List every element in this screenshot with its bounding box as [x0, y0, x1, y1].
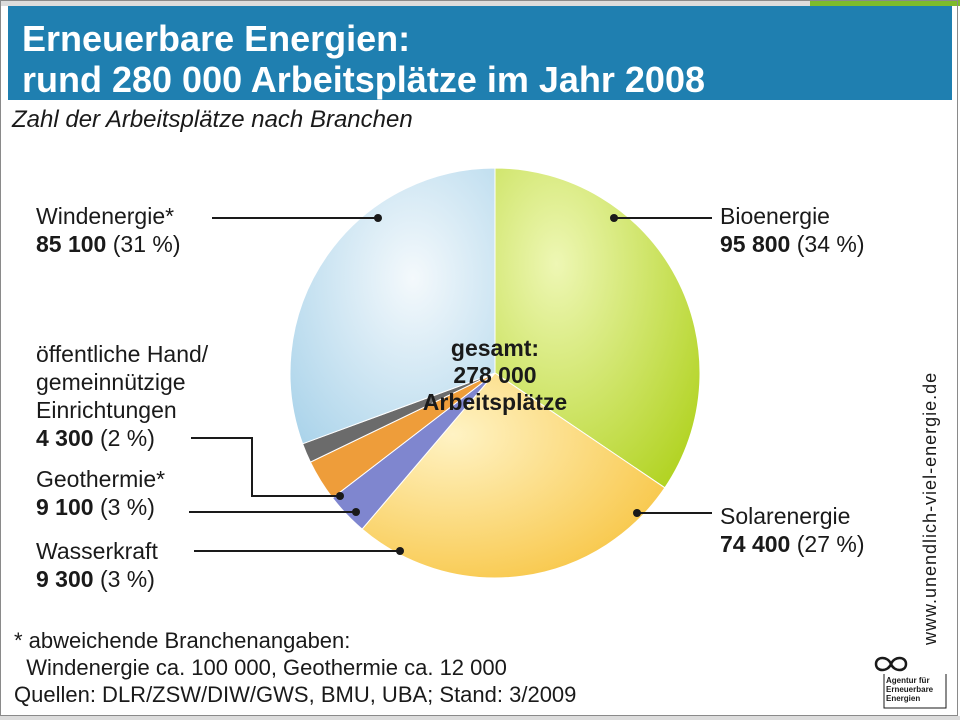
footnote-line1: * abweichende Branchenangaben:: [14, 628, 351, 653]
label-wind-name: Windenergie*: [36, 203, 175, 229]
dot-wind: [374, 214, 382, 222]
dot-solar: [633, 509, 641, 517]
pie-slice-0: [494, 167, 701, 489]
label-solar-value: 74 400: [720, 531, 791, 557]
footnote: * abweichende Branchenangaben: Windenerg…: [14, 627, 576, 708]
label-oeff-value: 4 300: [36, 425, 94, 451]
label-geo: Geothermie* 9 100 (3 %): [36, 465, 165, 521]
logo-text-line1: Agentur für: [886, 676, 930, 685]
footnote-line2: Windenergie ca. 100 000, Geothermie ca. …: [14, 655, 507, 680]
title-line-1: Erneuerbare Energien:: [22, 18, 411, 59]
chart-title: Erneuerbare Energien: rund 280 000 Arbei…: [22, 18, 705, 100]
label-bio-value: 95 800: [720, 231, 791, 257]
label-oeff: öffentliche Hand/ gemeinnützige Einricht…: [36, 340, 208, 452]
label-solar-name: Solarenergie: [720, 503, 851, 529]
dot-oeff: [336, 492, 344, 500]
title-banner: Erneuerbare Energien: rund 280 000 Arbei…: [8, 6, 952, 100]
label-bio-name: Bioenergie: [720, 203, 830, 229]
label-wasser-value: 9 300: [36, 566, 94, 592]
footnote-line3: Quellen: DLR/ZSW/DIW/GWS, BMU, UBA; Stan…: [14, 682, 577, 707]
label-wasser: Wasserkraft 9 300 (3 %): [36, 537, 158, 593]
pie-center-label: gesamt: 278 000 Arbeitsplätze: [395, 335, 595, 416]
label-oeff-line3: Einrichtungen: [36, 397, 177, 423]
label-geo-value: 9 100: [36, 494, 94, 520]
label-oeff-line2: gemeinnützige: [36, 369, 186, 395]
label-geo-name: Geothermie*: [36, 466, 166, 492]
label-oeff-line1: öffentliche Hand/: [36, 341, 209, 367]
label-solar-pct: (27 %): [796, 531, 865, 557]
label-oeff-pct: (2 %): [99, 425, 155, 451]
label-wind-pct: (31 %): [112, 231, 181, 257]
top-strip: [0, 0, 960, 6]
label-bio-pct: (34 %): [796, 231, 865, 257]
chart-subtitle: Zahl der Arbeitsplätze nach Branchen: [12, 106, 413, 133]
leader-oeff: [191, 437, 340, 497]
pie-slice-5: [289, 167, 496, 445]
bottom-strip: [0, 716, 960, 720]
label-wind-value: 85 100: [36, 231, 107, 257]
label-bio: Bioenergie 95 800 (34 %): [720, 202, 865, 258]
dot-wasser: [396, 547, 404, 555]
label-geo-pct: (3 %): [99, 494, 155, 520]
label-solar: Solarenergie 74 400 (27 %): [720, 502, 865, 558]
dot-bio: [610, 214, 618, 222]
logo-text-line2: Erneuerbare: [886, 685, 934, 694]
label-wasser-pct: (3 %): [99, 566, 155, 592]
dot-geo: [352, 508, 360, 516]
label-wind: Windenergie* 85 100 (31 %): [36, 202, 181, 258]
logo-text: Agentur für Erneuerbare Energien: [886, 676, 933, 703]
green-accent-bar: [810, 0, 960, 6]
center-line-3: Arbeitsplätze: [422, 389, 568, 415]
label-wasser-name: Wasserkraft: [36, 538, 158, 564]
title-line-2: rund 280 000 Arbeitsplätze im Jahr 2008: [22, 59, 705, 100]
logo-text-line3: Energien: [886, 694, 921, 703]
agency-logo-icon: [874, 656, 947, 709]
center-line-2: 278 000: [453, 362, 537, 388]
center-line-1: gesamt:: [450, 335, 540, 361]
